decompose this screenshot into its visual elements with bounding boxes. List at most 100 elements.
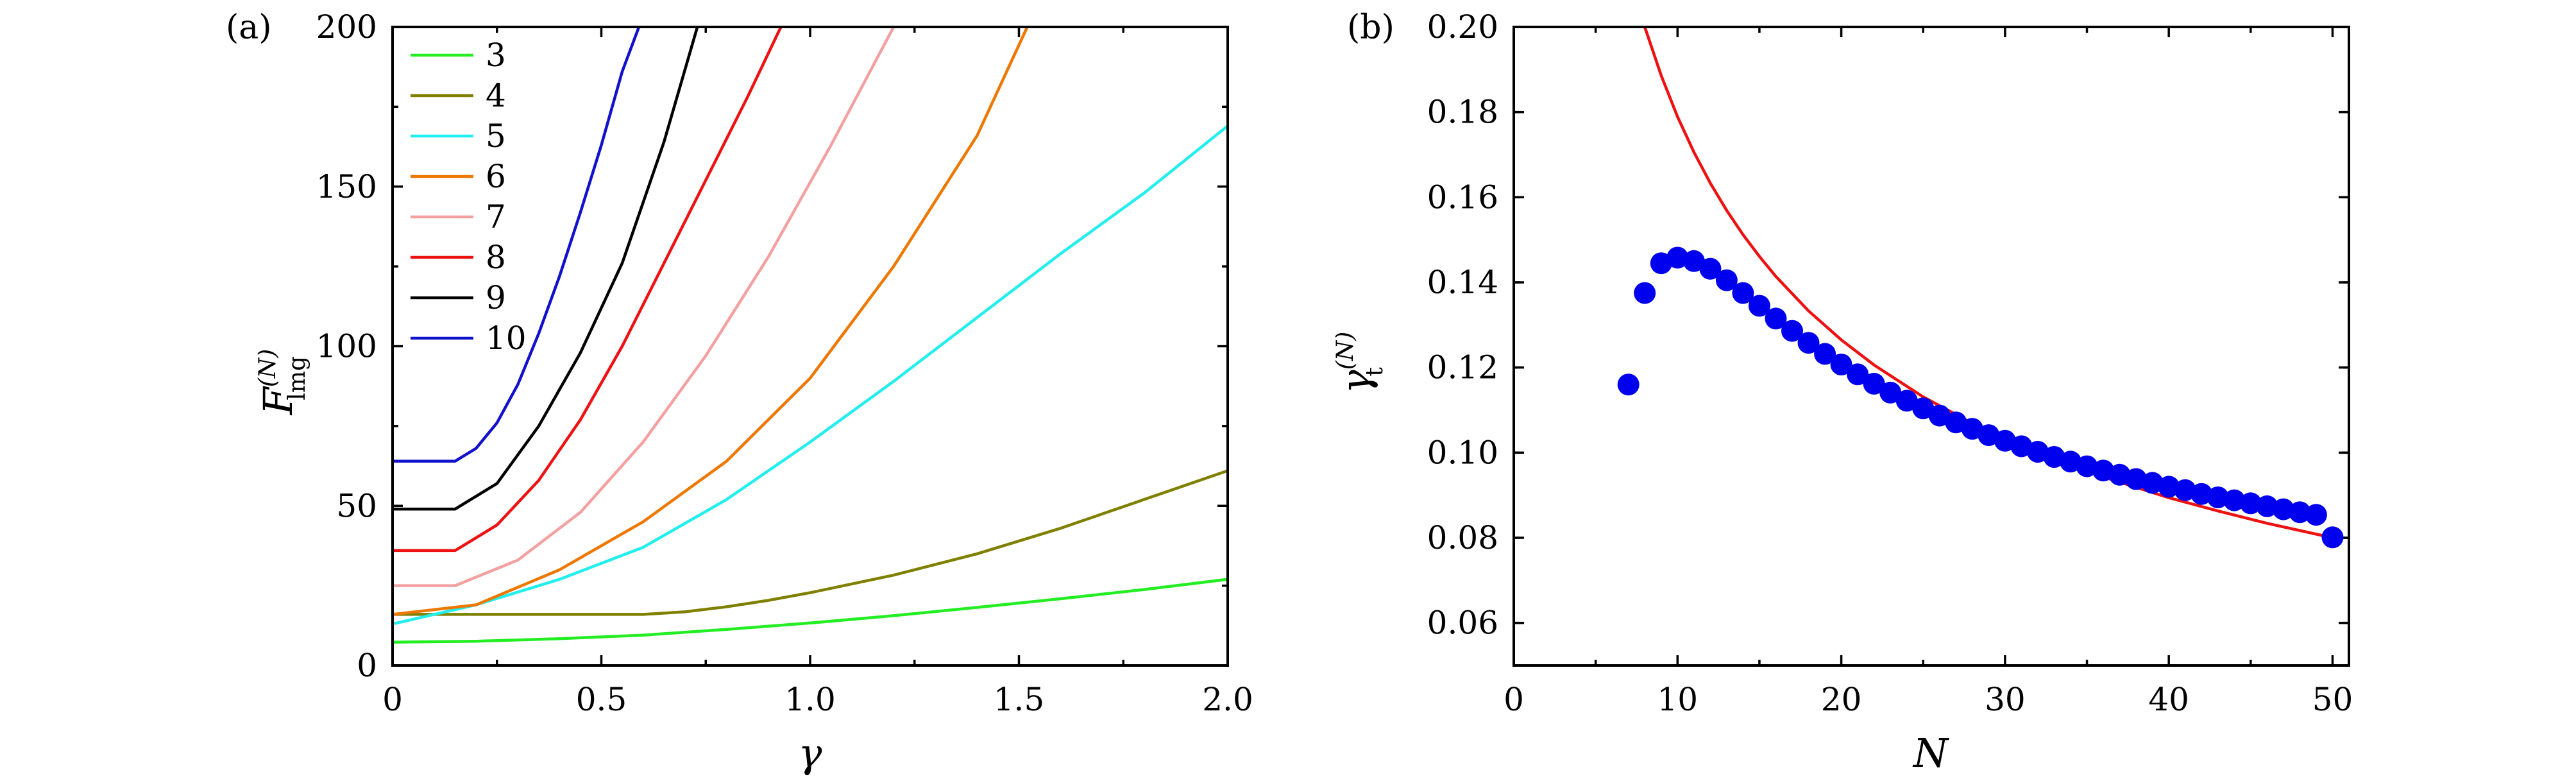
data-point [2289,501,2311,524]
panel-b-frame [1513,26,2350,667]
panel-b-series [1643,26,2333,540]
y-tick-label: 0.20 [1427,8,1498,46]
data-point [2174,479,2196,501]
series-line-3 [393,578,1228,644]
data-point [1666,246,1689,269]
data-point [2076,455,2098,477]
y-tick-label: 0.06 [1427,605,1498,642]
series-line-7 [393,27,895,587]
data-point [2125,468,2148,490]
x-tick-label: 40 [2148,681,2189,718]
x-tick-label: 30 [1985,681,2026,718]
x-tick-label: 50 [2312,681,2353,718]
legend-label-5: 5 [486,117,506,155]
x-tick-label: 0.5 [576,681,627,718]
legend-label-6: 6 [486,158,506,195]
panel-a-series [393,27,1228,644]
legend-label-3: 3 [486,37,506,74]
panel-b-points [1617,246,2344,549]
series-line-5 [393,124,1228,626]
data-point [1994,429,2016,452]
series-line-6 [393,27,1029,616]
data-point [1797,332,1820,354]
panel-b-label: (b) [1347,8,1394,47]
data-point [1863,372,1885,395]
data-point [2223,489,2246,511]
x-tick-label: 0 [1504,681,1524,718]
y-tick-label: 0.14 [1427,264,1498,301]
data-point [1814,343,1836,365]
series-line-8 [393,27,783,553]
data-point [1961,418,1983,440]
panel-b-xlabel: N [1912,730,1950,777]
panel-a-frame [391,26,1229,667]
data-point [1945,411,1967,434]
y-tick-label: 0.18 [1427,94,1498,131]
data-point [1715,269,1738,291]
y-tick-label: 200 [316,8,377,46]
panel-a-ticks: 0 0.5 1.0 1.5 2.0 0 50 100 150 200 [316,8,1253,718]
data-point [1634,282,1656,304]
data-point [2092,459,2115,482]
data-point [1978,424,2000,447]
legend-label-4: 4 [486,77,506,114]
panel-a-ylabel-sup: (N) [255,349,281,388]
data-point [2256,495,2278,517]
data-point [1699,257,1722,280]
y-tick-label: 150 [316,168,377,205]
panel-a-xlabel: γ [798,730,822,777]
legend-label-7: 7 [486,198,506,236]
data-point [2321,526,2344,549]
panel-a-ylabel-main: F [255,386,301,415]
panel-b-ticks: 0 10 20 30 40 50 0.06 0.08 0.10 0.12 0.14 0.16 0.18 0… [1427,8,2353,718]
data-point [2141,472,2164,494]
data-point [2239,492,2262,515]
x-tick-label: 1.5 [994,681,1045,718]
data-point [2060,451,2081,473]
y-tick-label: 0.10 [1427,434,1498,471]
series-line-9 [393,27,699,511]
y-tick-label: 50 [336,487,377,524]
series-line-asymptotic [1643,26,2333,540]
x-tick-label: 20 [1821,681,1862,718]
panel-b-ylabel-sup: (N) [1332,332,1359,370]
panel-a: (a) F(N) lmg γ 0 0.5 1.0 1.5 2.0050100150200 … [226,8,1253,777]
data-point [1928,404,1951,427]
data-point [1732,282,1754,304]
data-point [2305,504,2327,526]
data-point [1765,307,1787,330]
data-point [1748,295,1770,317]
data-point [1650,252,1672,275]
legend-label-8: 8 [486,239,506,276]
panel-a-label: (a) [226,8,272,47]
y-tick-label: 0.12 [1427,349,1498,386]
series-line-10 [393,27,641,463]
x-tick-label: 1.0 [784,681,836,718]
data-point [1912,397,1935,420]
x-tick-label: 2.0 [1202,681,1253,718]
y-tick-label: 0.08 [1427,519,1498,556]
panel-b-ylabel-main: γ [1332,369,1379,393]
y-tick-label: 0.16 [1427,178,1498,216]
data-point [2108,463,2131,486]
legend-label-9: 9 [486,279,506,316]
series-line-4 [393,469,1228,616]
data-point [1781,320,1803,342]
panel-b-ylabel: γ(N)t [1332,332,1388,394]
panel-b-ylabel-sub: t [1362,367,1388,377]
data-point [2190,483,2213,505]
x-tick-label: 0 [382,681,403,718]
panel-b: (b) γ(N)t N 0 10 20 30 40 500.060.080.100.120… [1332,8,2353,777]
data-point [1879,381,1902,404]
data-point [2158,476,2180,498]
data-point [2010,435,2033,458]
data-point [1830,354,1852,375]
panel-a-ylabel-sub: lmg [284,356,310,400]
y-tick-label: 0 [357,647,377,684]
legend-label-10: 10 [486,320,527,357]
data-point [2272,498,2294,520]
y-tick-label: 100 [316,328,377,365]
panel-a-ylabel: F(N) lmg [255,349,310,416]
